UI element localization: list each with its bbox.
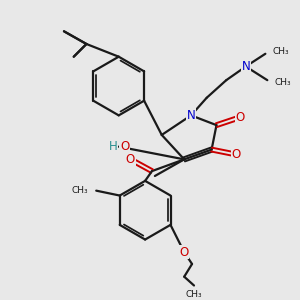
Text: CH₃: CH₃ <box>72 186 88 195</box>
Text: CH₃: CH₃ <box>272 47 289 56</box>
Text: CH₃: CH₃ <box>274 78 291 87</box>
Text: N: N <box>187 109 195 122</box>
Text: O: O <box>231 148 241 161</box>
Text: O: O <box>180 246 189 259</box>
Text: H: H <box>109 140 117 153</box>
Text: N: N <box>242 60 250 73</box>
Text: O: O <box>120 140 129 153</box>
Text: CH₃: CH₃ <box>186 290 202 299</box>
Text: O: O <box>235 111 244 124</box>
Text: O: O <box>126 153 135 166</box>
